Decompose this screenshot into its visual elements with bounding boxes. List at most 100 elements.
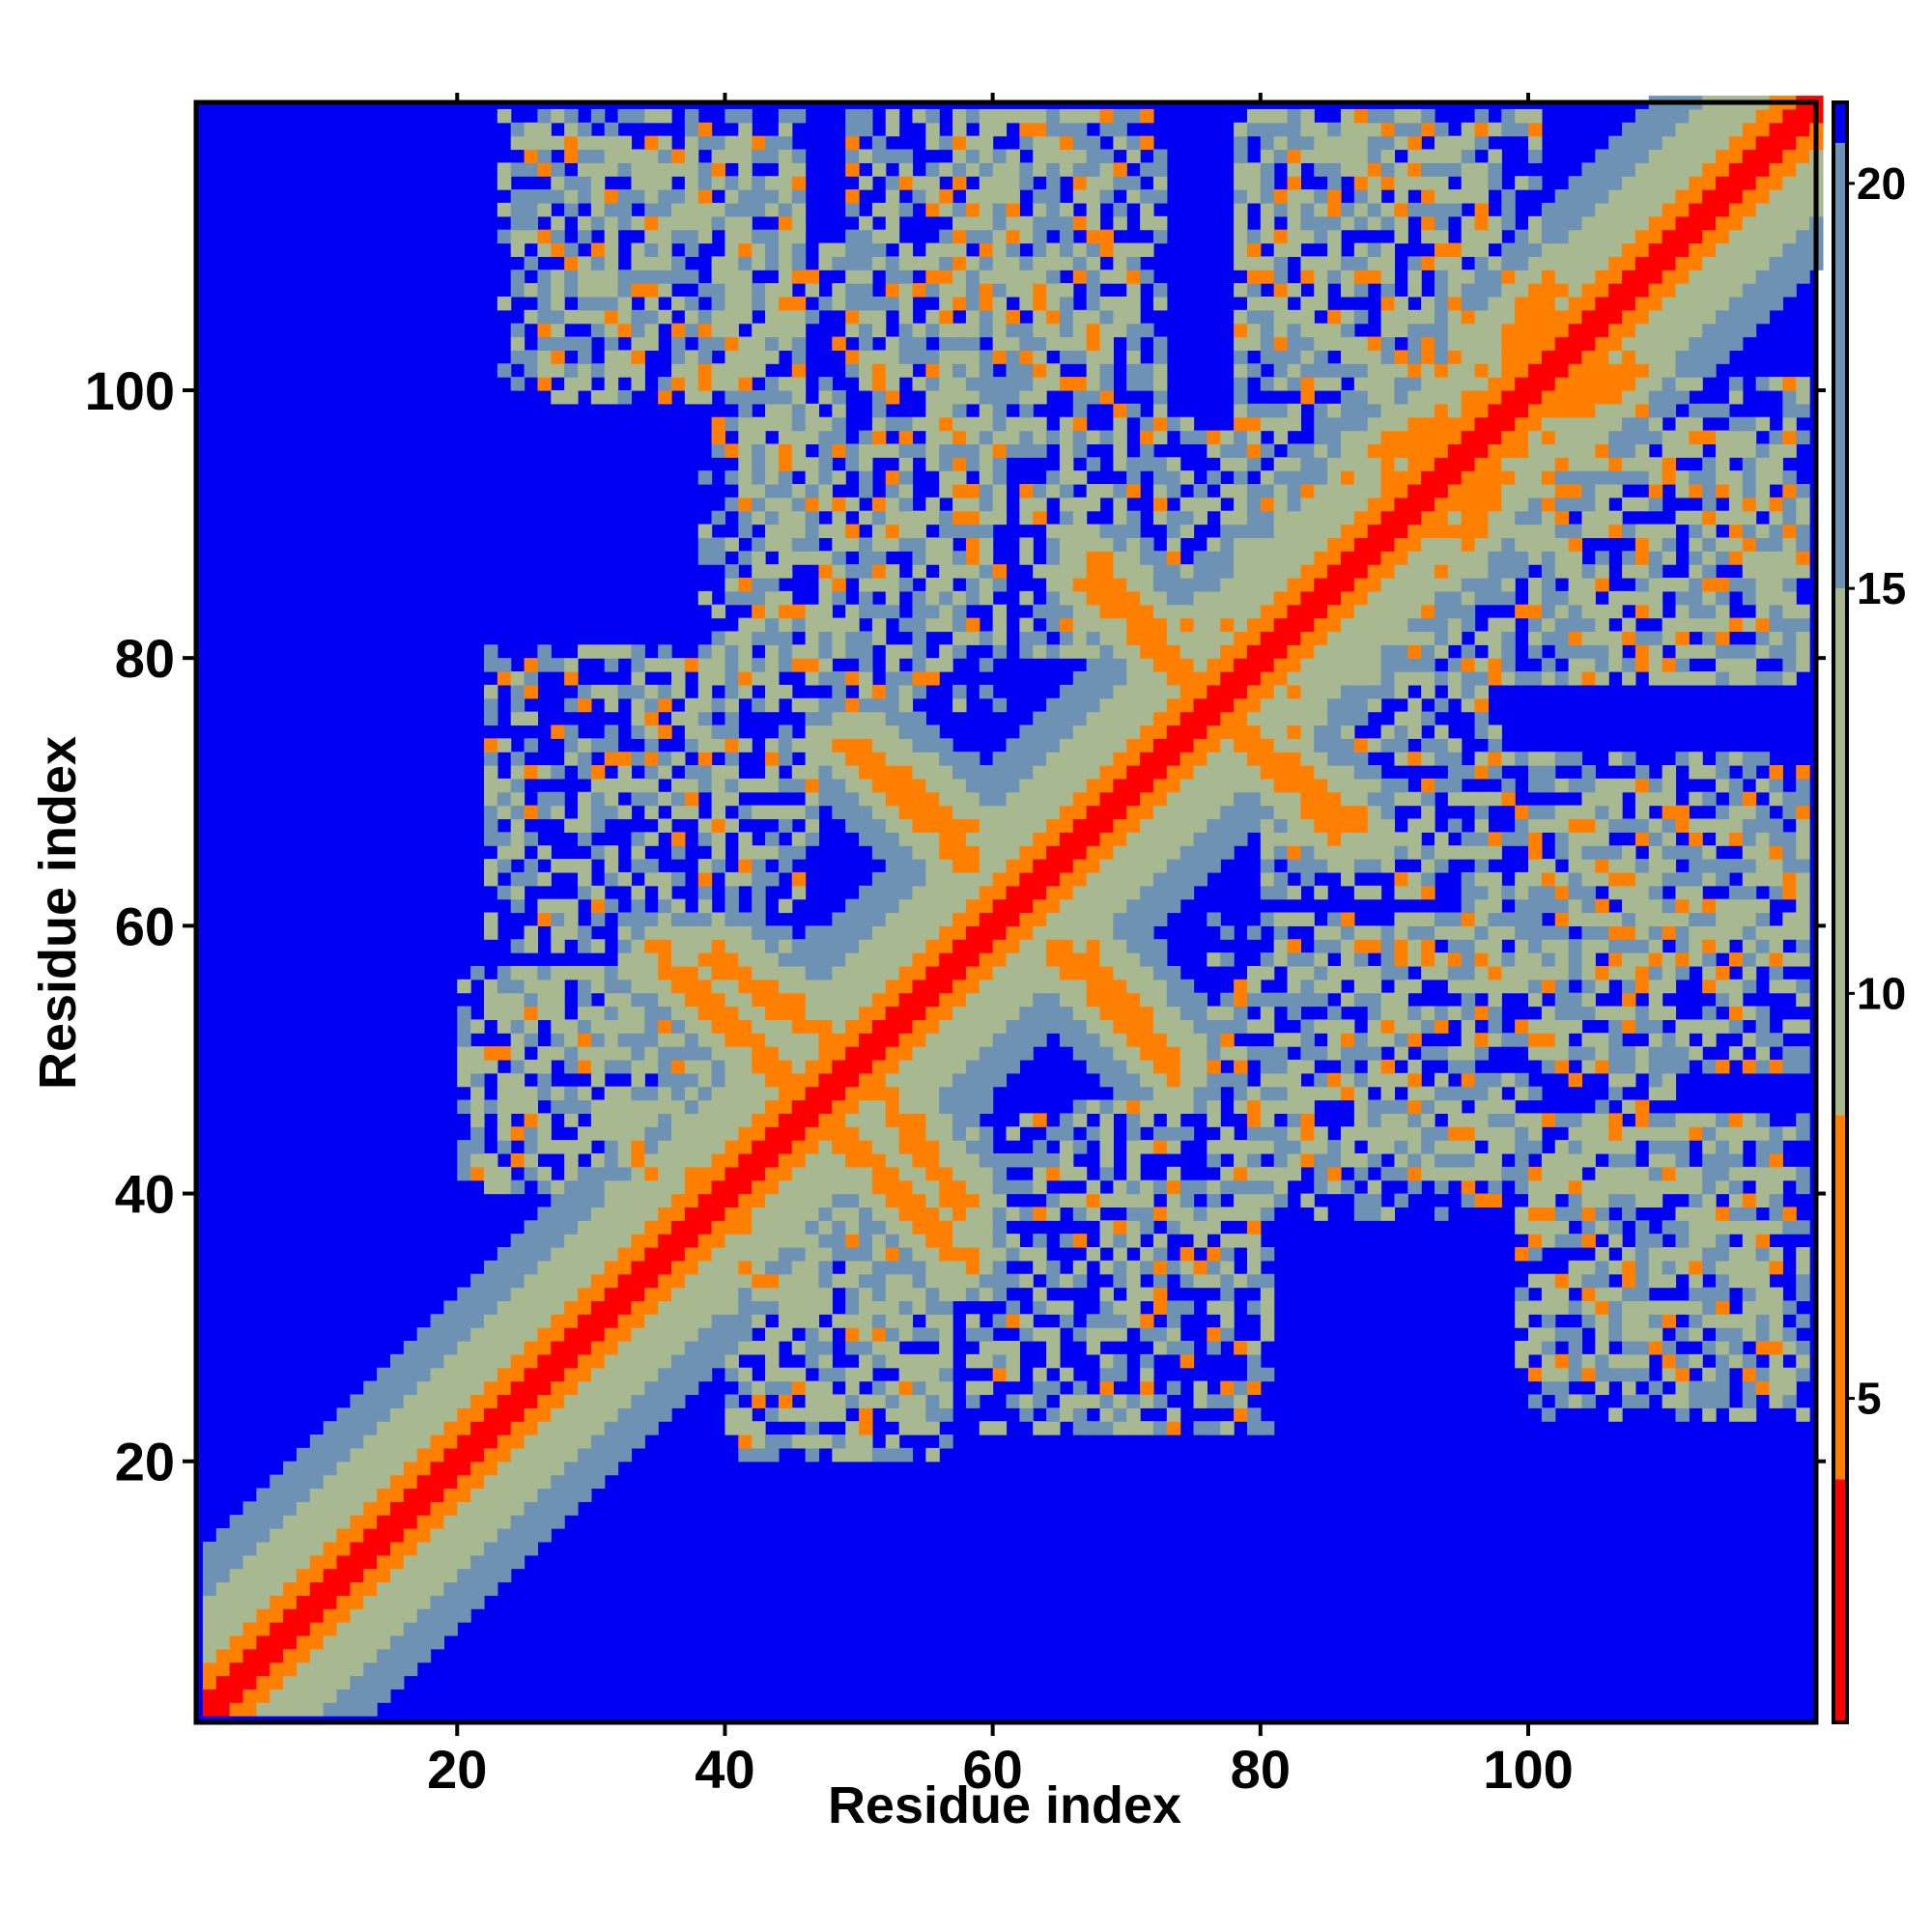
heatmap-cell	[1246, 631, 1262, 645]
heatmap-cell	[483, 738, 498, 753]
heatmap-cell	[1193, 1033, 1208, 1047]
heatmap-cell	[1059, 898, 1074, 914]
heatmap-cell	[524, 1019, 539, 1034]
heatmap-cell	[738, 176, 753, 190]
heatmap-cell	[1113, 1234, 1127, 1248]
heatmap-cell	[323, 1581, 338, 1596]
heatmap-cell	[925, 1179, 940, 1195]
heatmap-cell	[1140, 684, 1154, 699]
heatmap-cell	[604, 162, 619, 177]
heatmap-cell	[1072, 711, 1088, 726]
heatmap-cell	[524, 671, 539, 686]
heatmap-cell	[590, 389, 606, 405]
heatmap-cell	[765, 1380, 780, 1396]
heatmap-cell	[1113, 1179, 1127, 1195]
heatmap-cell	[898, 805, 914, 820]
heatmap-cell	[1046, 871, 1061, 887]
heatmap-cell	[805, 1113, 820, 1127]
heatmap-cell	[1046, 1380, 1061, 1396]
heatmap-cell	[898, 242, 914, 257]
heatmap-cell	[1193, 497, 1208, 512]
heatmap-cell	[551, 1421, 565, 1435]
heatmap-cell	[1166, 416, 1181, 432]
heatmap-cell	[202, 1648, 217, 1663]
heatmap-cell	[912, 1421, 926, 1435]
heatmap-cell	[965, 617, 980, 633]
heatmap-cell	[724, 765, 739, 780]
heatmap-cell	[965, 377, 980, 391]
heatmap-cell	[430, 1622, 444, 1636]
heatmap-cell	[925, 1140, 940, 1154]
heatmap-cell	[979, 1207, 994, 1221]
heatmap-cell	[1099, 590, 1114, 606]
heatmap-cell	[1086, 242, 1101, 257]
heatmap-cell	[871, 1314, 887, 1328]
heatmap-cell	[1033, 270, 1047, 284]
heatmap-cell	[738, 256, 753, 270]
heatmap-cell	[684, 1059, 699, 1074]
heatmap-cell	[1152, 791, 1168, 807]
heatmap-cell	[912, 1152, 926, 1168]
heatmap-cell	[791, 149, 807, 163]
heatmap-cell	[805, 430, 820, 445]
heatmap-cell	[1059, 457, 1074, 471]
heatmap-cell	[859, 724, 873, 739]
heatmap-cell	[537, 1474, 552, 1490]
heatmap-cell	[724, 925, 739, 940]
heatmap-cell	[791, 1072, 807, 1088]
heatmap-cell	[1152, 898, 1168, 914]
heatmap-cell	[898, 1246, 914, 1262]
heatmap-cell	[202, 1554, 217, 1570]
heatmap-cell	[229, 1608, 244, 1623]
heatmap-cell	[644, 992, 659, 1008]
heatmap-cell	[242, 1702, 257, 1717]
heatmap-cell	[1099, 551, 1114, 565]
heatmap-cell	[885, 778, 900, 793]
heatmap-cell	[1099, 845, 1114, 860]
heatmap-cell	[457, 1435, 471, 1449]
heatmap-cell	[537, 658, 552, 672]
heatmap-cell	[778, 457, 793, 471]
heatmap-cell	[1126, 242, 1141, 257]
heatmap-cell	[832, 1193, 846, 1208]
heatmap-cell	[1207, 671, 1221, 686]
heatmap-cell	[483, 1046, 498, 1061]
heatmap-cell	[497, 979, 512, 994]
heatmap-cell	[952, 1166, 967, 1181]
heatmap-cell	[912, 671, 926, 686]
heatmap-cell	[898, 992, 914, 1008]
heatmap-cell	[644, 1341, 659, 1355]
heatmap-cell	[952, 1260, 967, 1275]
heatmap-cell	[1140, 1019, 1154, 1034]
heatmap-cell	[1059, 510, 1074, 526]
heatmap-cell	[283, 1608, 298, 1623]
heatmap-cell	[738, 296, 753, 311]
heatmap-cell	[697, 818, 713, 833]
heatmap-cell	[1273, 1099, 1289, 1114]
heatmap-cell	[1099, 430, 1114, 445]
heatmap-cell	[765, 484, 780, 498]
heatmap-cell	[724, 684, 739, 699]
heatmap-cell	[658, 952, 672, 967]
heatmap-cell	[1234, 752, 1248, 766]
heatmap-cell	[270, 1528, 284, 1543]
heatmap-cell	[805, 457, 820, 471]
heatmap-cell	[215, 1554, 231, 1570]
heatmap-cell	[1113, 524, 1127, 539]
heatmap-cell	[711, 1314, 726, 1328]
heatmap-cell	[952, 108, 967, 124]
heatmap-cell	[1113, 765, 1127, 780]
heatmap-cell	[1099, 1220, 1114, 1235]
heatmap-cell	[350, 1394, 364, 1408]
heatmap-cell	[564, 176, 579, 190]
heatmap-cell	[871, 256, 887, 270]
heatmap-cell	[845, 162, 860, 177]
heatmap-cell	[778, 215, 793, 231]
heatmap-cell	[912, 1019, 926, 1034]
heatmap-cell	[403, 1515, 418, 1529]
heatmap-cell	[537, 1260, 552, 1275]
heatmap-cell	[1220, 1179, 1235, 1195]
heatmap-cell	[805, 510, 820, 526]
heatmap-cell	[604, 1166, 619, 1181]
heatmap-cell	[1166, 578, 1181, 592]
